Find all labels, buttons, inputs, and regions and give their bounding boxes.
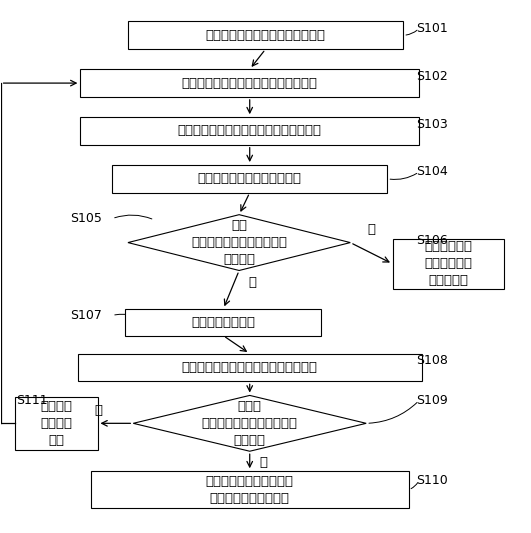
FancyBboxPatch shape (128, 21, 403, 49)
Text: 是: 是 (259, 456, 267, 470)
Text: 提取人脸区域的位置坐标并进行人眼定位: 提取人脸区域的位置坐标并进行人眼定位 (178, 124, 322, 138)
Text: 提取两眼中心坐标: 提取两眼中心坐标 (191, 316, 255, 329)
Text: S109: S109 (416, 394, 448, 407)
Text: S106: S106 (416, 235, 448, 247)
FancyBboxPatch shape (15, 397, 98, 450)
FancyBboxPatch shape (125, 309, 321, 336)
Text: 计算两眼中心连线与页面基准线的角度: 计算两眼中心连线与页面基准线的角度 (182, 361, 318, 374)
Text: 否: 否 (367, 223, 375, 236)
Text: S111: S111 (16, 394, 47, 407)
Text: 判断
是否提取到两眼瞳仁区域的
位置坐标: 判断 是否提取到两眼瞳仁区域的 位置坐标 (191, 219, 287, 266)
Text: S107: S107 (70, 309, 101, 322)
Text: 开启人脸识别的页面显示控制功能: 开启人脸识别的页面显示控制功能 (205, 29, 326, 42)
FancyBboxPatch shape (78, 354, 422, 381)
Text: 判断所
还角度是否大于等于预设的
角度阈值: 判断所 还角度是否大于等于预设的 角度阈值 (202, 400, 298, 447)
Text: 切换当前的页面显示方式
为横屏显示或竖屏显示: 切换当前的页面显示方式 为横屏显示或竖屏显示 (205, 475, 294, 505)
Polygon shape (128, 215, 350, 270)
Text: 是: 是 (249, 276, 256, 289)
Text: S104: S104 (416, 165, 448, 179)
FancyBboxPatch shape (392, 239, 504, 289)
Text: S108: S108 (416, 354, 448, 367)
Text: S103: S103 (416, 118, 448, 131)
FancyBboxPatch shape (80, 117, 419, 145)
Text: 维持当前
页面显示
方式: 维持当前 页面显示 方式 (40, 400, 73, 447)
FancyBboxPatch shape (112, 165, 388, 192)
Polygon shape (133, 395, 366, 451)
Text: S101: S101 (416, 22, 448, 35)
Text: S105: S105 (70, 212, 101, 225)
FancyBboxPatch shape (91, 471, 408, 508)
Text: 结束当前页面
运行任务，熄
灭显示屏幕: 结束当前页面 运行任务，熄 灭显示屏幕 (424, 240, 472, 287)
Text: 记录人眼影像数据并进行分析: 记录人眼影像数据并进行分析 (198, 172, 302, 185)
FancyBboxPatch shape (80, 69, 419, 97)
Text: S102: S102 (416, 70, 448, 83)
Text: S110: S110 (416, 474, 448, 487)
Text: 摄像装置定时进行人脸识别的图像采集: 摄像装置定时进行人脸识别的图像采集 (182, 77, 318, 90)
Text: 否: 否 (95, 403, 103, 416)
